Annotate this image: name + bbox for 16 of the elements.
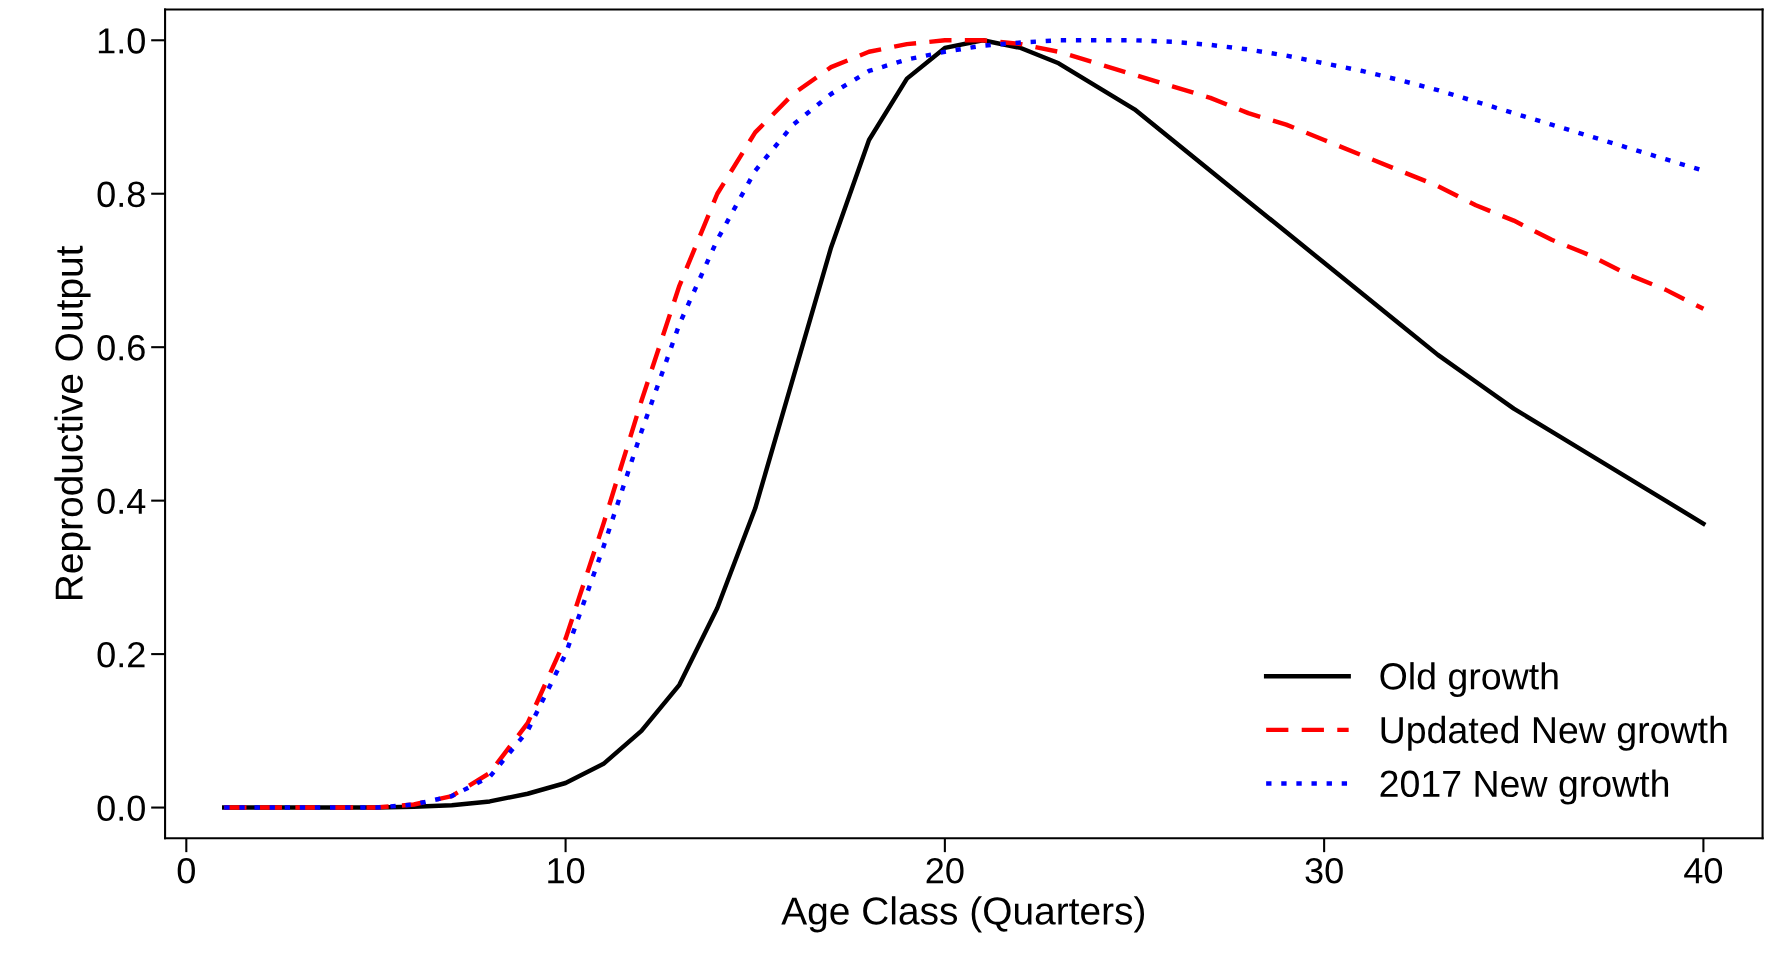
x-tick-label: 10 — [548, 857, 585, 884]
legend-label: 2017 New growth — [1380, 769, 1669, 805]
y-tick-label: 0.8 — [97, 181, 145, 208]
y-axis-title: Reproductive Output — [54, 245, 91, 600]
x-tick-label: 40 — [1684, 857, 1723, 884]
y-tick-label: 0.6 — [97, 335, 145, 361]
legend-label: Updated New growth — [1381, 715, 1727, 751]
y-tick-label: 0.4 — [97, 488, 146, 515]
y-tick-label: 1.0 — [98, 28, 145, 54]
y-tick-label: 0.2 — [97, 641, 145, 668]
legend-label: Old growth — [1380, 662, 1558, 698]
x-axis-title: Age Class (Quarters) — [781, 896, 1145, 933]
x-tick-label: 0 — [177, 857, 195, 884]
x-tick-label: 20 — [926, 857, 964, 884]
x-tick-label: 30 — [1305, 857, 1343, 884]
y-tick-label: 0.0 — [97, 795, 145, 821]
